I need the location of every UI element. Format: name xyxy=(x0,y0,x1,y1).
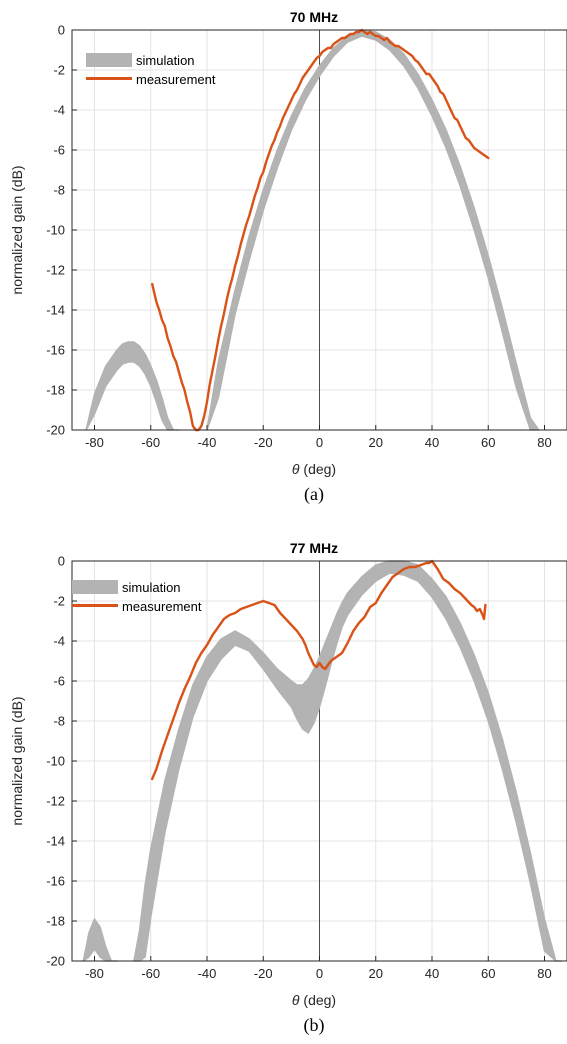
y-tick-label-b: -8 xyxy=(53,714,65,729)
x-tick-label-b: 80 xyxy=(537,966,551,981)
y-tick-label-a: -20 xyxy=(46,423,65,438)
tick-labels-b: -80 -60 -40 -20 0 20 40 60 80 0 -2 -4 -6 -8 -10 -12 -14 -… xyxy=(46,554,552,982)
legend-swatch-simulation-b xyxy=(72,580,118,594)
x-tick-label-b: -60 xyxy=(141,966,160,981)
x-axis-label-b: θ (deg) xyxy=(292,992,336,1008)
y-tick-label-a: -12 xyxy=(46,263,65,278)
caption-b: (b) xyxy=(304,1015,325,1036)
x-tick-label-a: -40 xyxy=(198,435,217,450)
x-tick-label-a: 60 xyxy=(481,435,495,450)
y-tick-label-a: -4 xyxy=(53,103,65,118)
y-tick-label-b: -12 xyxy=(46,794,65,809)
x-tick-label-a: 80 xyxy=(537,435,551,450)
y-axis-label-b: normalized gain (dB) xyxy=(9,696,25,825)
y-tick-label-b: -18 xyxy=(46,914,65,929)
x-tick-label-a: 0 xyxy=(316,435,323,450)
legend-label-measurement-b: measurement xyxy=(122,599,202,614)
x-tick-label-a: -20 xyxy=(254,435,273,450)
legend-swatch-measurement-a xyxy=(86,77,132,80)
measurement-line-b xyxy=(150,559,487,781)
caption-a: (a) xyxy=(304,484,324,505)
chart-title-a: 70 MHz xyxy=(290,9,338,25)
grid-lines-b xyxy=(72,560,567,962)
x-tick-label-a: -60 xyxy=(141,435,160,450)
tick-labels-a: -80 -60 -40 -20 0 20 40 60 80 0 -2 -4 -6 -8 -10 -12 -14 -… xyxy=(46,23,552,451)
y-axis-label-a: normalized gain (dB) xyxy=(9,165,25,294)
legend-b: simulation measurement xyxy=(72,580,202,614)
y-tick-label-a: -16 xyxy=(46,343,65,358)
simulation-band-b-0 xyxy=(82,918,118,962)
y-tick-label-a: 0 xyxy=(58,23,65,38)
y-tick-label-b: -4 xyxy=(53,634,65,649)
legend-label-simulation-a: simulation xyxy=(136,53,195,68)
legend-label-simulation-b: simulation xyxy=(122,580,181,595)
chart-b: -80 -60 -40 -20 0 20 40 60 80 0 -2 -4 -6 -8 -10 -12 -14 -… xyxy=(9,540,567,1036)
x-axis-unit-a: (deg) xyxy=(300,461,337,477)
y-tick-label-b: 0 xyxy=(58,554,65,569)
y-tick-label-b: -20 xyxy=(46,954,65,969)
legend-swatch-measurement-b xyxy=(72,604,118,607)
y-tick-label-b: -2 xyxy=(53,594,65,609)
x-axis-label-a: θ (deg) xyxy=(292,461,336,477)
x-tick-label-b: 40 xyxy=(425,966,439,981)
y-tick-label-a: -8 xyxy=(53,183,65,198)
chart-a: -80 -60 -40 -20 0 20 40 60 80 0 -2 -4 -6 -8 -10 -12 -14 -… xyxy=(9,9,567,505)
x-axis-symbol-b: θ xyxy=(292,992,300,1008)
x-tick-label-b: 60 xyxy=(481,966,495,981)
measurement-line-a xyxy=(150,28,490,432)
y-tick-label-b: -10 xyxy=(46,754,65,769)
x-tick-label-b: -40 xyxy=(198,966,217,981)
simulation-band-a-0 xyxy=(85,341,180,431)
x-tick-label-b: 0 xyxy=(316,966,323,981)
y-tick-label-a: -18 xyxy=(46,383,65,398)
x-tick-label-b: -80 xyxy=(85,966,104,981)
y-tick-label-a: -10 xyxy=(46,223,65,238)
y-tick-label-b: -16 xyxy=(46,874,65,889)
x-tick-label-a: -80 xyxy=(85,435,104,450)
chart-title-b: 77 MHz xyxy=(290,540,338,556)
legend-a: simulation measurement xyxy=(86,53,216,87)
x-tick-label-a: 40 xyxy=(425,435,439,450)
x-tick-label-b: 20 xyxy=(369,966,383,981)
x-tick-label-a: 20 xyxy=(369,435,383,450)
y-tick-label-a: -14 xyxy=(46,303,65,318)
x-axis-unit-b: (deg) xyxy=(300,992,337,1008)
x-tick-label-b: -20 xyxy=(254,966,273,981)
legend-swatch-simulation-a xyxy=(86,53,132,67)
y-tick-label-a: -2 xyxy=(53,63,65,78)
x-axis-symbol-a: θ xyxy=(292,461,300,477)
y-tick-label-b: -6 xyxy=(53,674,65,689)
legend-label-measurement-a: measurement xyxy=(136,72,216,87)
y-tick-label-b: -14 xyxy=(46,834,65,849)
y-tick-label-a: -6 xyxy=(53,143,65,158)
